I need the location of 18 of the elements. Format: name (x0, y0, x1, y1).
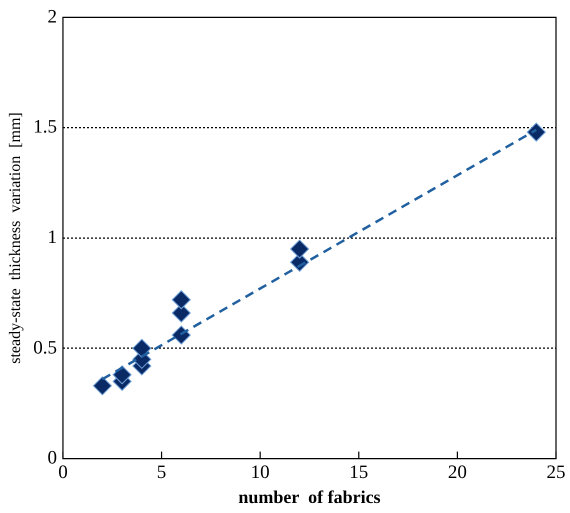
point (92, 376, 112, 396)
x-tick-label: 20 (448, 462, 467, 483)
y-tick-label: 1.5 (33, 116, 57, 138)
x-axis-title: number of fabrics (238, 486, 381, 507)
x-tick-label: 25 (546, 462, 566, 483)
point (132, 338, 152, 358)
y-tick-label: 0 (47, 448, 57, 469)
point (526, 122, 546, 142)
x-tick-label: 5 (156, 462, 166, 483)
y-tick-label: 0.5 (33, 337, 57, 358)
point (172, 290, 191, 310)
x-tick-label: 15 (349, 462, 368, 483)
point (290, 240, 310, 259)
y-tick-label: 2 (47, 6, 57, 28)
point (112, 365, 132, 384)
y-axis-title: steady-state thickness variation [mm] (6, 112, 24, 364)
y-tick-label: 1 (47, 226, 57, 248)
x-tick-label: 10 (250, 462, 270, 483)
